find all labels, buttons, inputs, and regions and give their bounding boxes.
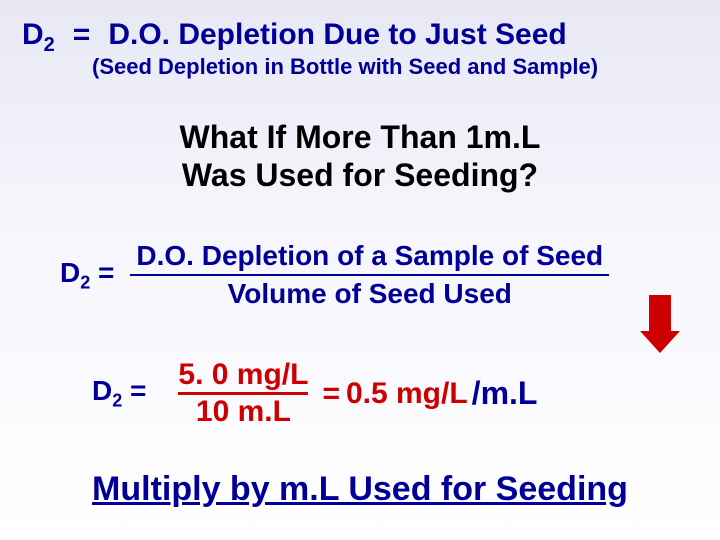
definition-text: D.O. Depletion Due to Just Seed (108, 18, 566, 51)
example-denominator: 10 m.L (196, 395, 291, 429)
var-d2: D (22, 18, 44, 51)
var-d2-sub: 2 (44, 34, 55, 56)
formula-lhs: D2 = (60, 257, 114, 294)
example-equation: D2 = 5. 0 mg/L 10 m.L = 0.5 mg/L /m.L (92, 358, 537, 429)
heading-line2: Was Used for Seeding? (182, 157, 538, 193)
footer-instruction: Multiply by m.L Used for Seeding (0, 470, 720, 509)
formula-equation: D2 = D.O. Depletion of a Sample of Seed … (60, 240, 609, 310)
question-heading: What If More Than 1m.L Was Used for Seed… (0, 118, 720, 195)
equals-sign: = (322, 377, 340, 411)
heading-line1: What If More Than 1m.L (180, 119, 541, 155)
formula-fraction: D.O. Depletion of a Sample of Seed Volum… (130, 240, 609, 310)
example-result: 0.5 mg/L (346, 377, 468, 411)
per-ml-unit: /m.L (472, 375, 538, 412)
formula-denominator: Volume of Seed Used (222, 276, 518, 310)
definition-subtext: (Seed Depletion in Bottle with Seed and … (92, 54, 598, 80)
arrow-down-icon (640, 295, 680, 353)
equals-sign: = (73, 18, 91, 51)
example-numerator: 5. 0 mg/L (178, 358, 308, 392)
example-lhs: D2 = (92, 375, 146, 412)
formula-numerator: D.O. Depletion of a Sample of Seed (130, 240, 609, 274)
example-fraction: 5. 0 mg/L 10 m.L (178, 358, 308, 429)
definition-line: D2 = D.O. Depletion Due to Just Seed (22, 18, 567, 57)
